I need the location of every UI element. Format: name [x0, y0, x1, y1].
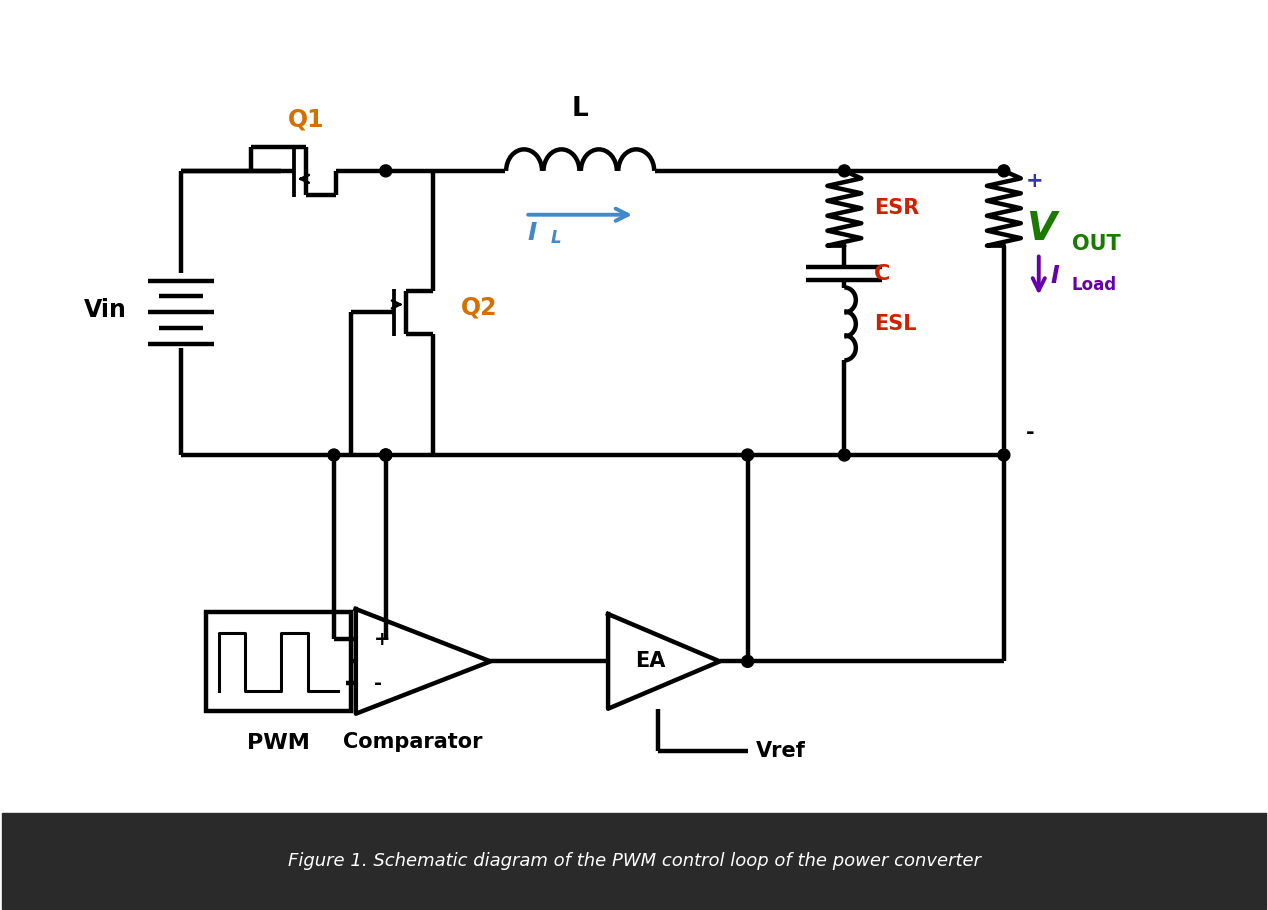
Circle shape — [380, 165, 392, 177]
Circle shape — [742, 655, 753, 667]
Circle shape — [380, 449, 392, 461]
Text: L: L — [572, 96, 588, 122]
Text: Comparator: Comparator — [344, 732, 483, 752]
Text: Figure 1. Schematic diagram of the PWM control loop of the power converter: Figure 1. Schematic diagram of the PWM c… — [288, 853, 980, 871]
Circle shape — [838, 449, 851, 461]
Text: +: + — [374, 630, 391, 649]
Text: -: - — [374, 673, 382, 693]
Circle shape — [998, 449, 1009, 461]
Text: Load: Load — [1071, 276, 1117, 294]
Text: ESL: ESL — [874, 314, 917, 334]
Text: Vref: Vref — [756, 741, 805, 761]
Text: PWM: PWM — [247, 733, 309, 753]
Circle shape — [380, 449, 392, 461]
Text: Q1: Q1 — [288, 107, 325, 131]
Text: C: C — [874, 264, 890, 284]
Text: Vin: Vin — [84, 298, 127, 322]
Circle shape — [838, 165, 851, 177]
Circle shape — [328, 449, 340, 461]
Bar — [207, 612, 351, 712]
Text: Q2: Q2 — [460, 296, 497, 319]
Text: I: I — [527, 221, 536, 245]
Text: -: - — [1026, 423, 1035, 443]
Text: I: I — [1051, 264, 1060, 288]
Text: +: + — [1026, 171, 1044, 191]
Circle shape — [998, 165, 1009, 177]
Circle shape — [742, 449, 753, 461]
Text: EA: EA — [635, 652, 666, 672]
Text: OUT: OUT — [1071, 234, 1121, 254]
Bar — [3, 814, 1265, 908]
Text: ESR: ESR — [874, 198, 919, 218]
Text: V: V — [1026, 209, 1056, 248]
Text: L: L — [550, 228, 560, 247]
